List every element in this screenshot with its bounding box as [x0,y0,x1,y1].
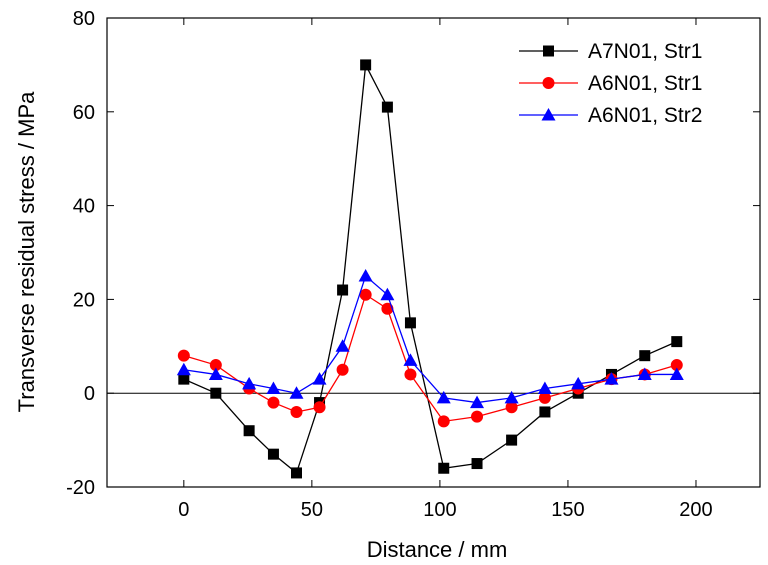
data-point [290,405,303,418]
data-point [470,395,485,409]
legend: A7N01, Str1 A6N01, Str1 A6N01, Str2 [519,40,702,127]
data-point [403,353,418,366]
data-point [637,367,652,380]
y-tick-label: 80 [73,8,95,30]
data-point [360,59,372,71]
data-point [242,376,257,390]
data-point [266,381,281,395]
data-point [335,339,350,352]
y-axis-title: Transverse residual stress / MPa [14,91,39,412]
data-point [313,401,326,414]
data-point [178,373,190,385]
x-tick-label: 100 [423,499,456,521]
legend-marker [541,108,556,121]
data-point [504,390,519,404]
data-point [290,467,302,479]
series-line [183,293,677,423]
data-point [539,406,551,418]
data-point [505,401,518,414]
data-point [438,462,450,474]
data-point [404,368,417,381]
legend-item: A6N01, Str2 [519,104,702,127]
legend-item: A6N01, Str1 [519,72,702,95]
legend-marker [543,45,554,57]
data-point [437,415,450,428]
x-tick-label: 150 [551,499,584,521]
legend-label: A7N01, Str1 [588,40,702,63]
data-point [506,434,518,446]
data-point [209,359,222,372]
series-triangle [176,268,684,409]
data-point [176,362,191,376]
legend-label: A6N01, Str2 [588,104,702,127]
x-axis-title: Distance / mm [367,537,508,562]
data-point [312,372,327,385]
y-tick-label: -20 [66,477,95,499]
x-tick-label: 200 [679,499,712,521]
data-point [337,284,349,296]
data-point [210,387,222,399]
data-point [177,349,190,362]
data-point [267,448,279,460]
data-point [358,268,373,282]
data-point [604,372,619,385]
data-point [669,367,684,380]
y-tick-label: 20 [73,289,95,311]
data-point [639,350,651,362]
data-point [471,410,484,423]
plot-frame [106,17,761,488]
data-point [537,381,552,395]
series-layer [176,59,684,479]
data-point [208,367,223,380]
x-tick-label: 50 [301,499,323,521]
legend-marker [542,77,555,89]
data-point [381,302,394,315]
y-tick-label: 60 [73,102,95,124]
data-point [670,359,683,372]
data-point [243,425,255,437]
x-tick-label: 0 [178,499,189,521]
data-point [538,391,551,404]
data-point [571,376,586,390]
data-point [381,101,393,113]
series-circle [177,288,683,428]
data-point [380,287,395,301]
y-tick-label: 40 [73,196,95,218]
data-point [267,396,280,409]
data-point [471,458,483,470]
data-point [289,386,304,399]
data-point [671,336,683,348]
series-line [183,274,677,404]
y-tick-label: 0 [84,383,95,405]
data-point [336,363,349,376]
axes: 0 50 100 150 200 -20 0 20 40 60 80 [66,8,761,521]
legend-label: A6N01, Str1 [588,72,702,95]
legend-item: A7N01, Str1 [519,40,702,63]
data-point [359,288,372,301]
data-point [436,390,451,404]
data-point [404,317,416,329]
